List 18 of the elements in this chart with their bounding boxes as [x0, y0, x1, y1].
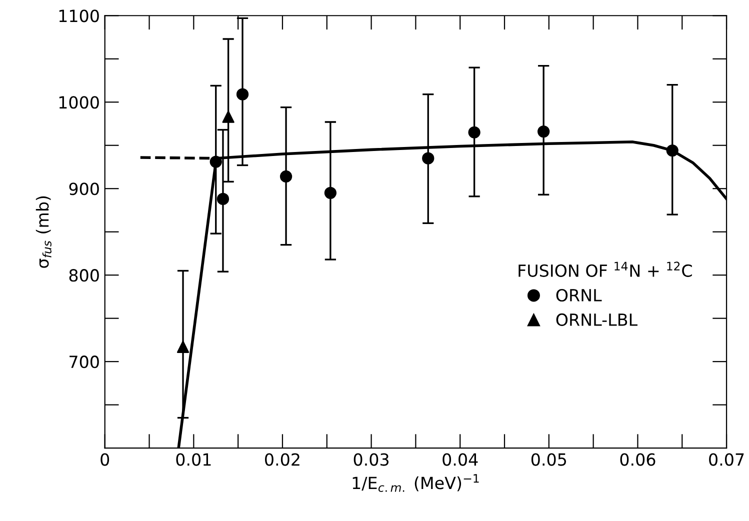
- x-tick-label: 0.01: [176, 453, 211, 466]
- x-tick-label: 0.06: [620, 453, 656, 466]
- x-tick-label: 0.02: [265, 453, 300, 466]
- y-tick-label: 800: [69, 269, 99, 282]
- x-axis-title: 1/E$_{c.m.}$ (MeV)$^{−1}$: [352, 474, 479, 492]
- legend-label: ORNL-LBL: [556, 313, 638, 326]
- legend-label: ORNL: [556, 288, 602, 302]
- x-tick-label: 0.07: [709, 453, 744, 466]
- legend-title: FUSION OF $^{14}$N + $^{12}$C: [518, 262, 692, 277]
- x-tick-label: 0: [100, 453, 110, 466]
- y-tick-label: 1100: [59, 10, 99, 22]
- y-tick-label: 900: [69, 182, 99, 196]
- y-tick-label: 700: [70, 356, 99, 368]
- x-tick-label: 0.03: [354, 453, 389, 466]
- x-tick-label: 0.05: [531, 453, 566, 466]
- y-axis-title: σ$_{fus}$ (mb): [36, 196, 52, 268]
- x-tick-label: 0.04: [442, 453, 478, 466]
- y-tick-label: 1000: [59, 96, 99, 109]
